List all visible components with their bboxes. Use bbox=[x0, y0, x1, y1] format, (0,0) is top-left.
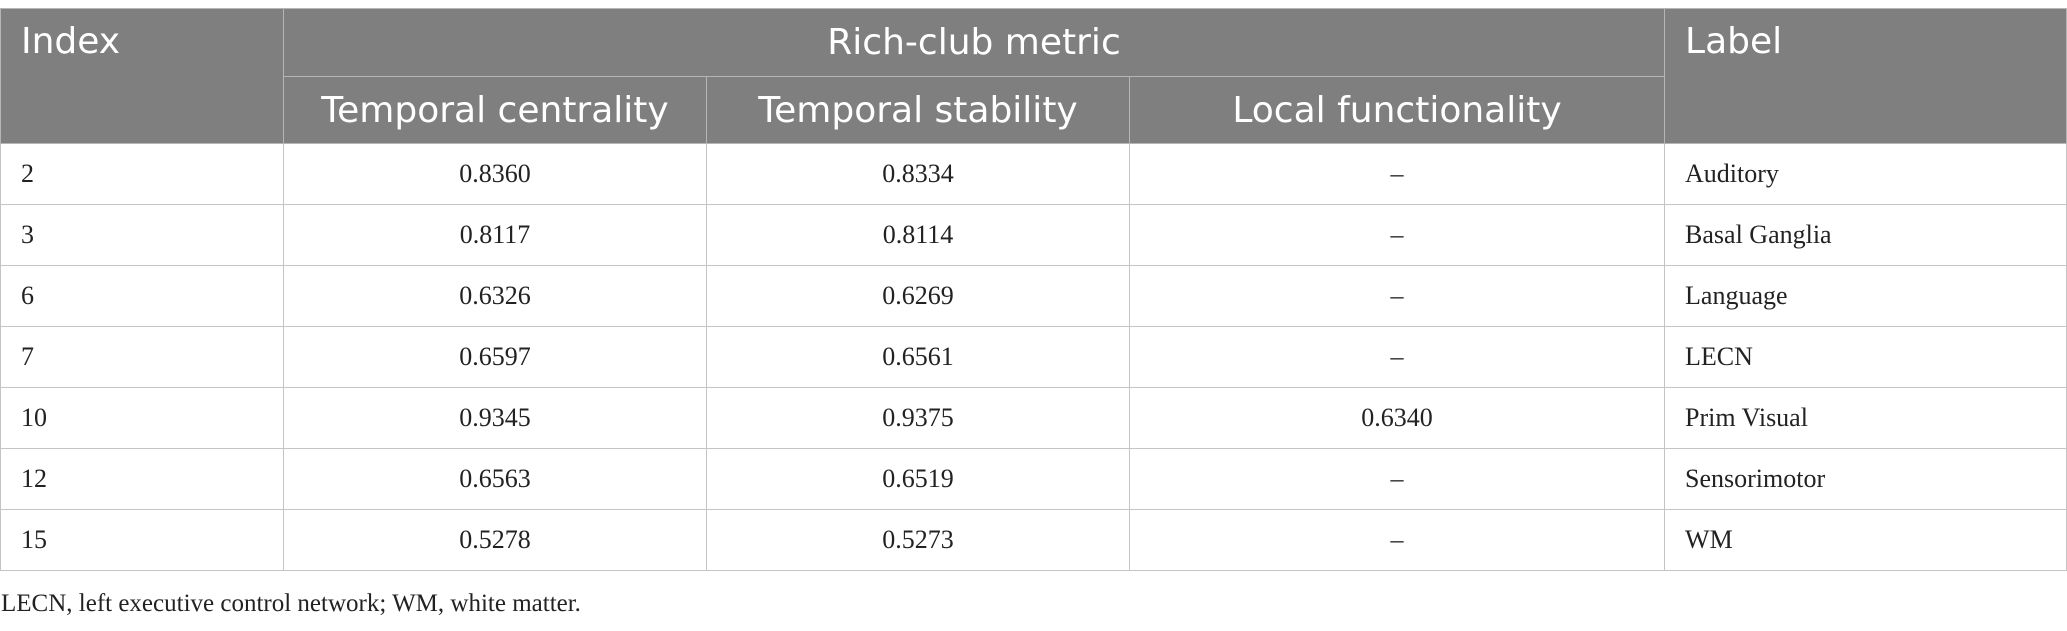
cell-label: Auditory bbox=[1664, 143, 2067, 205]
cell-index: 2 bbox=[0, 143, 284, 205]
cell-temporal-stability: 0.8114 bbox=[706, 204, 1130, 266]
header-index: Index bbox=[0, 8, 284, 144]
cell-label: Language bbox=[1664, 265, 2067, 327]
cell-local-functionality: 0.6340 bbox=[1128, 387, 1666, 449]
cell-label: WM bbox=[1664, 509, 2067, 571]
cell-local-functionality: – bbox=[1128, 326, 1666, 388]
cell-label: Basal Ganglia bbox=[1664, 204, 2067, 266]
cell-temporal-centrality: 0.8360 bbox=[283, 143, 707, 205]
rich-club-table: Index Rich-club metric Label Temporal ce… bbox=[0, 8, 2067, 571]
table-row: 3 0.8117 0.8114– Basal Ganglia bbox=[0, 204, 2067, 266]
cell-label: Sensorimotor bbox=[1664, 448, 2067, 510]
cell-index: 10 bbox=[0, 387, 284, 449]
header-local-functionality: Local functionality bbox=[1128, 76, 1666, 144]
table-footnote: LECN, left executive control network; WM… bbox=[1, 590, 581, 617]
table-header: Index Rich-club metric Label Temporal ce… bbox=[0, 8, 2067, 144]
header-row-top: Index Rich-club metric Label bbox=[0, 8, 2067, 144]
cell-temporal-centrality: 0.6326 bbox=[283, 265, 707, 327]
cell-local-functionality: – bbox=[1128, 143, 1666, 205]
cell-temporal-centrality: 0.6563 bbox=[283, 448, 707, 510]
cell-index: 12 bbox=[0, 448, 284, 510]
table-row: 7 0.6597 0.6561– LECN bbox=[0, 326, 2067, 388]
data-table-container: Index Rich-club metric Label Temporal ce… bbox=[0, 8, 2067, 571]
cell-label: LECN bbox=[1664, 326, 2067, 388]
header-temporal-stability: Temporal stability bbox=[706, 76, 1130, 144]
cell-index: 15 bbox=[0, 509, 284, 571]
header-label: Label bbox=[1664, 8, 2067, 144]
table-row: 12 0.6563 0.6519– Sensorimotor bbox=[0, 448, 2067, 510]
cell-temporal-stability: 0.6519 bbox=[706, 448, 1130, 510]
cell-temporal-stability: 0.6561 bbox=[706, 326, 1130, 388]
header-row-sub: Temporal centrality Temporal stability L… bbox=[1, 76, 2067, 144]
header-temporal-centrality: Temporal centrality bbox=[283, 76, 707, 144]
cell-temporal-stability: 0.5273 bbox=[706, 509, 1130, 571]
cell-label: Prim Visual bbox=[1664, 387, 2067, 449]
table-row: 6 0.6326 0.6269– Language bbox=[0, 265, 2067, 327]
table-row: 15 0.5278 0.5273– WM bbox=[0, 509, 2067, 571]
cell-temporal-stability: 0.9375 bbox=[706, 387, 1130, 449]
cell-local-functionality: – bbox=[1128, 509, 1666, 571]
cell-temporal-stability: 0.6269 bbox=[706, 265, 1130, 327]
table-row: 10 0.9345 0.9375 0.6340 Prim Visual bbox=[0, 387, 2067, 449]
cell-index: 3 bbox=[0, 204, 284, 266]
cell-index: 6 bbox=[0, 265, 284, 327]
cell-local-functionality: – bbox=[1128, 265, 1666, 327]
table-body: 2 0.8360 0.8334– Auditory 3 0.8117 0.8114– Basa… bbox=[0, 143, 2067, 571]
table-row: 2 0.8360 0.8334– Auditory bbox=[0, 143, 2067, 205]
cell-temporal-stability: 0.8334 bbox=[706, 143, 1130, 205]
header-rich-club-metric: Rich-club metric bbox=[282, 8, 1666, 77]
cell-temporal-centrality: 0.6597 bbox=[283, 326, 707, 388]
cell-temporal-centrality: 0.9345 bbox=[283, 387, 707, 449]
cell-local-functionality: – bbox=[1128, 204, 1666, 266]
cell-temporal-centrality: 0.5278 bbox=[283, 509, 707, 571]
cell-local-functionality: – bbox=[1128, 448, 1666, 510]
cell-temporal-centrality: 0.8117 bbox=[283, 204, 707, 266]
cell-index: 7 bbox=[0, 326, 284, 388]
